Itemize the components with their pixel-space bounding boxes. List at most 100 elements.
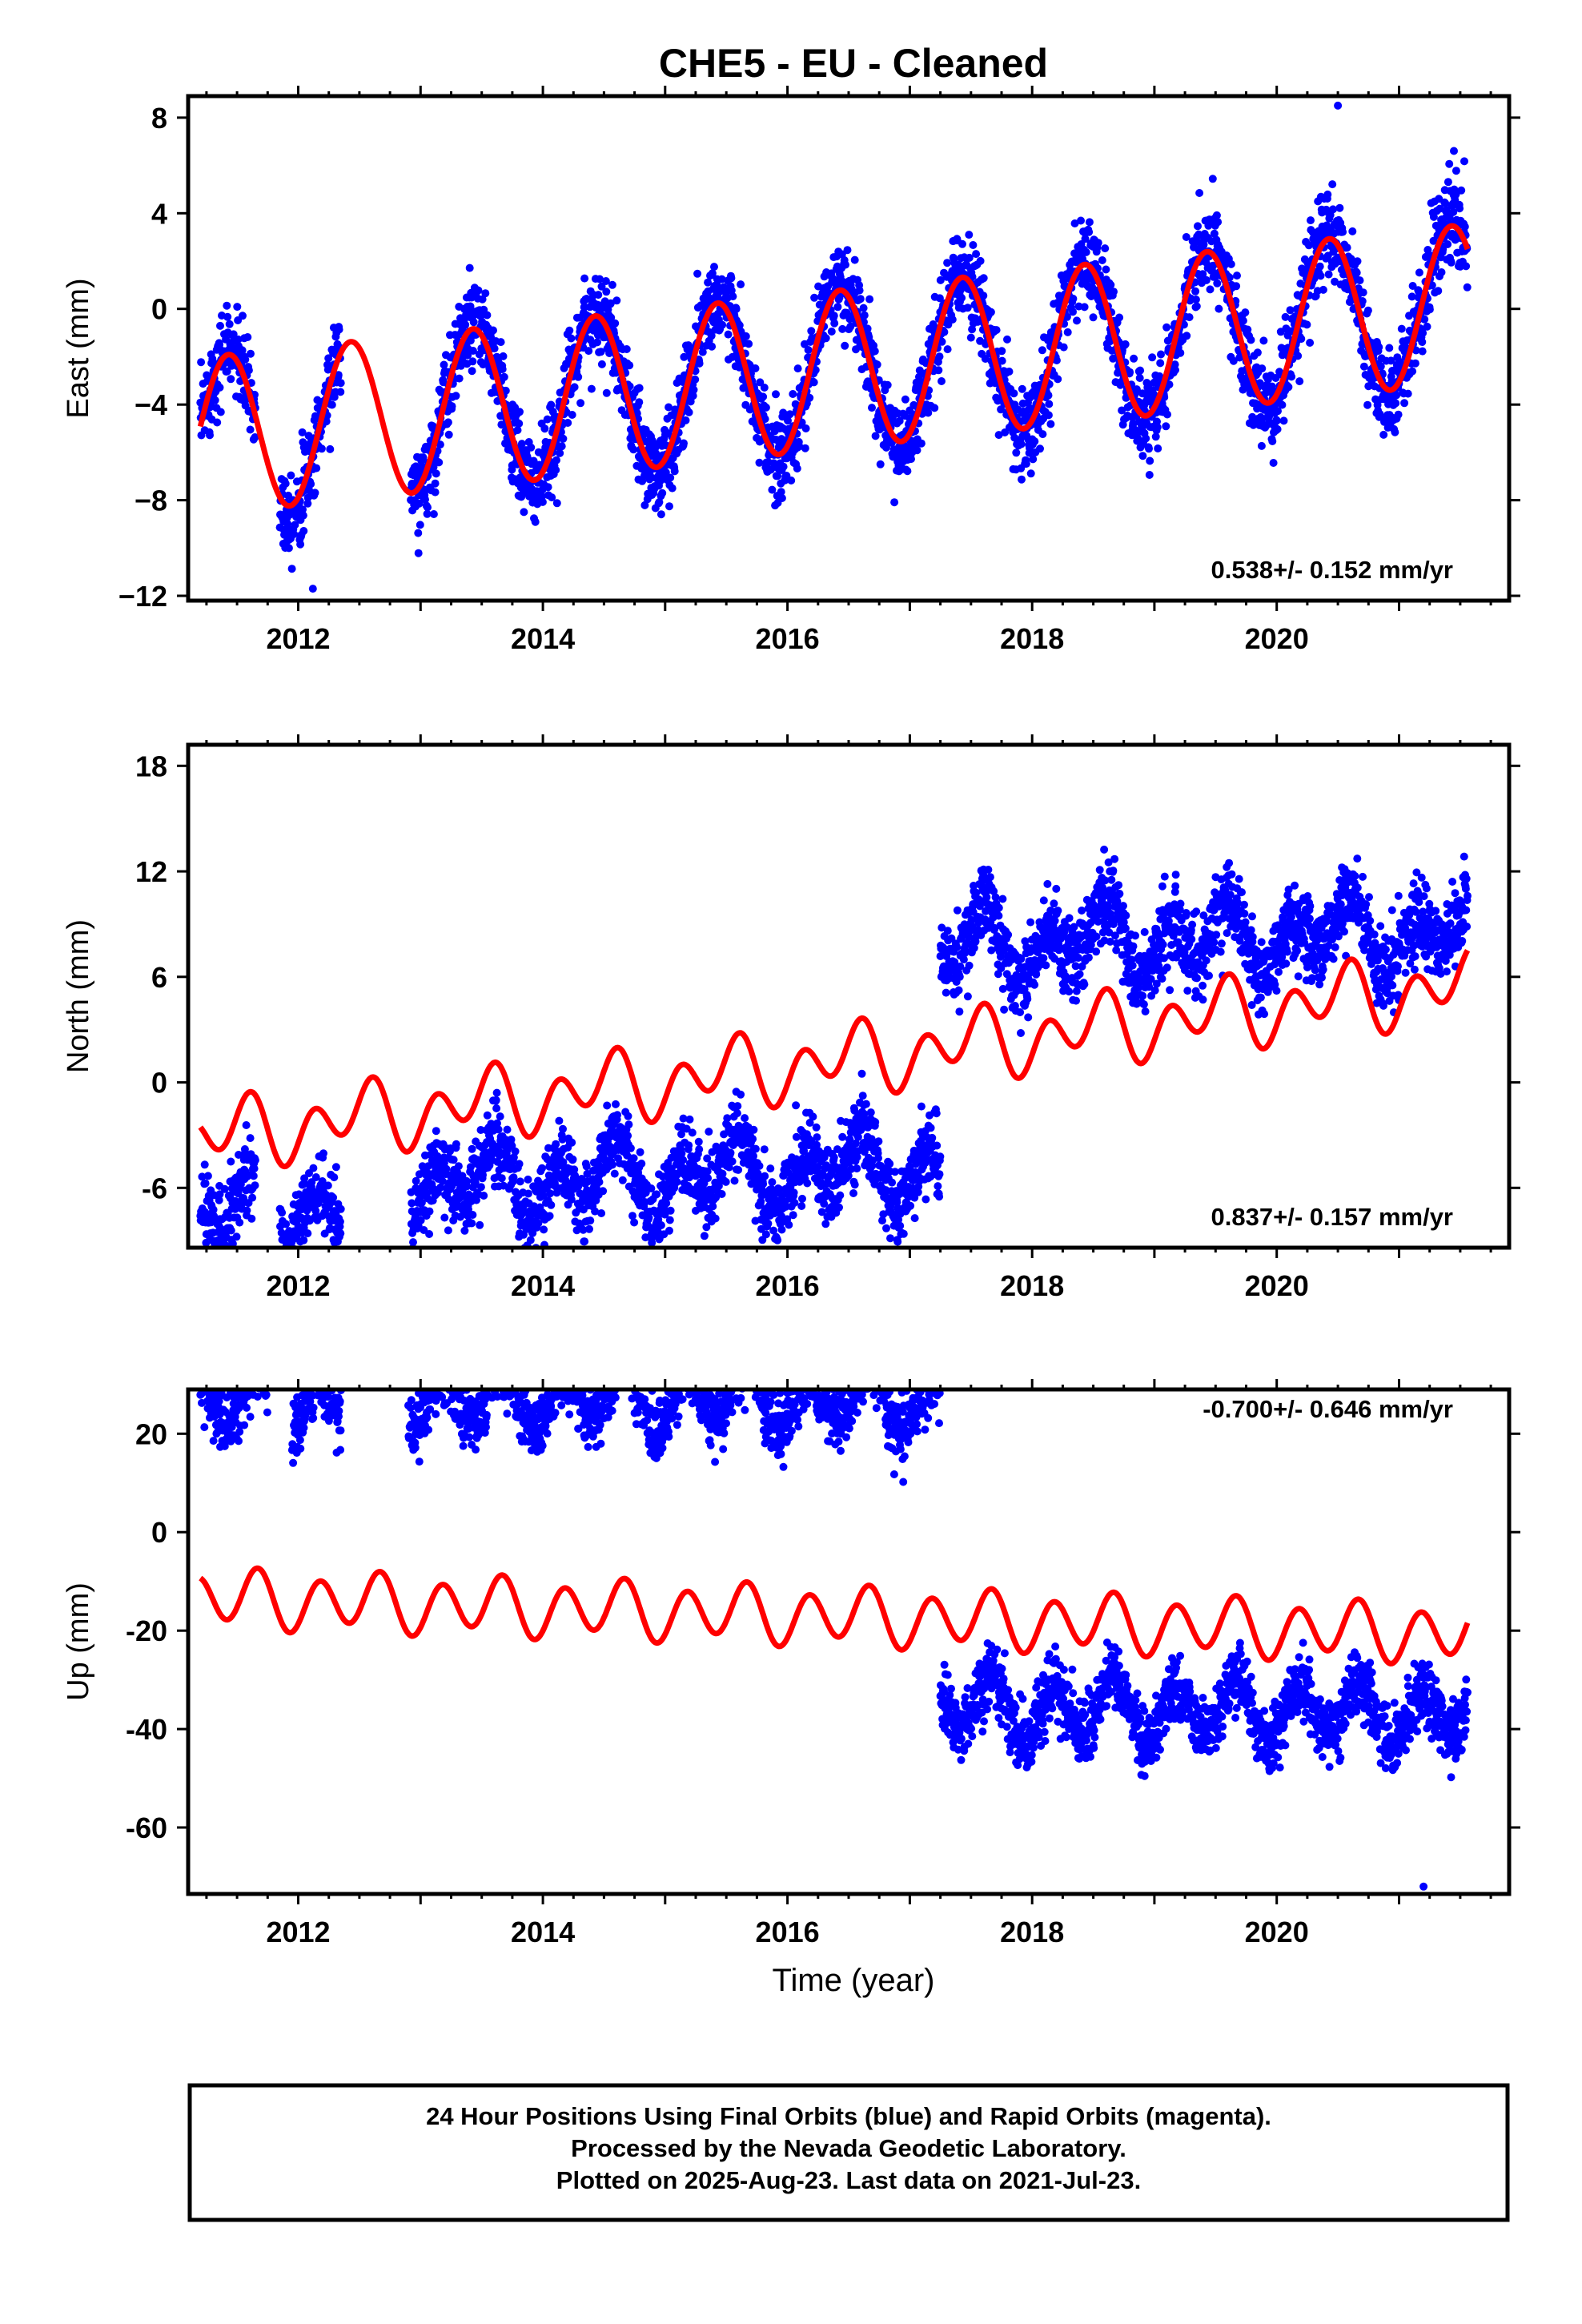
east-data-point (239, 312, 247, 320)
east-data-point (1191, 287, 1200, 296)
east-data-point (1115, 313, 1124, 322)
east-data-point (979, 292, 988, 300)
east-data-point (287, 471, 295, 480)
east-data-point (1151, 432, 1160, 441)
north-data-point (203, 1172, 212, 1180)
east-data-point (821, 334, 830, 343)
north-data-point (336, 1229, 345, 1238)
east-data-point (527, 443, 536, 452)
north-data-point (250, 1164, 259, 1173)
east-data-point (455, 374, 464, 383)
east-data-point (1397, 324, 1406, 333)
east-data-point (1303, 320, 1311, 329)
east-data-point (552, 456, 560, 464)
east-data-point (850, 255, 859, 264)
north-data-point (213, 1266, 221, 1274)
east-data-point (1353, 257, 1362, 266)
east-data-point (478, 295, 487, 304)
east-data-point (1449, 207, 1458, 216)
east-data-point (1179, 320, 1188, 329)
east-data-point (312, 464, 321, 472)
north-data-point (524, 1175, 532, 1184)
east-data-point (693, 269, 702, 278)
east-data-point (414, 549, 423, 557)
east-data-point (1359, 288, 1367, 297)
north-data-point (526, 1236, 535, 1244)
east-data-point (1214, 218, 1223, 227)
east-data-point (1018, 475, 1026, 484)
east-data-point (576, 399, 585, 408)
east-data-point (760, 384, 769, 392)
east-data-point (691, 375, 700, 384)
east-data-point (1129, 419, 1138, 428)
east-data-point (431, 479, 440, 488)
east-data-point (842, 308, 851, 317)
east-data-point (1323, 190, 1332, 199)
east-data-point (1012, 448, 1021, 457)
east-data-point (882, 443, 890, 452)
east-data-point (1415, 287, 1423, 296)
north-data-point (249, 1172, 258, 1180)
east-data-point (1202, 275, 1211, 284)
north-data-point (568, 1155, 577, 1164)
east-data-point (833, 303, 842, 312)
north-data-point (711, 1214, 720, 1223)
north-data-point (242, 1121, 251, 1129)
east-data-point (890, 498, 899, 507)
north-data-point (700, 1232, 709, 1240)
east-data-point (936, 275, 945, 284)
east-data-point (981, 355, 990, 363)
chart-title: CHE5 - EU - Cleaned (659, 41, 1048, 86)
east-data-point (1352, 268, 1361, 277)
east-data-point (640, 501, 649, 509)
east-x-tick-label: 2014 (511, 622, 575, 655)
north-data-point (468, 1144, 476, 1153)
east-data-point (772, 390, 780, 399)
north-data-point (626, 1144, 635, 1152)
north-data-point (212, 1252, 220, 1260)
north-data-point (515, 1160, 524, 1168)
east-data-point (1146, 456, 1154, 465)
north-data-point (580, 1237, 589, 1246)
east-data-point (1443, 240, 1452, 248)
east-data-point (1423, 246, 1432, 254)
east-data-point (211, 396, 219, 404)
east-data-point (565, 326, 574, 335)
east-data-point (1434, 287, 1443, 296)
east-data-point (1038, 430, 1047, 439)
east-data-point (1044, 391, 1053, 400)
north-data-point (628, 1212, 636, 1220)
east-data-point (416, 521, 424, 529)
east-data-point (1287, 372, 1296, 381)
east-data-point (1195, 230, 1203, 239)
north-data-point (468, 1219, 476, 1228)
east-data-point (938, 377, 946, 385)
east-data-point (584, 347, 593, 356)
east-data-point (1415, 268, 1423, 277)
east-data-point (1044, 411, 1053, 420)
east-data-point (1460, 157, 1468, 166)
east-data-point (1069, 295, 1078, 303)
north-data-point (749, 1135, 757, 1144)
east-data-point (789, 390, 797, 398)
east-data-point (564, 419, 572, 427)
north-data-point (239, 1194, 248, 1203)
east-data-point (556, 448, 564, 457)
east-data-point (444, 430, 453, 439)
north-data-point (547, 1200, 556, 1209)
east-data-point (846, 322, 855, 331)
east-data-point (415, 499, 424, 508)
east-data-point (805, 393, 814, 402)
east-data-point (1315, 262, 1324, 271)
north-data-point (555, 1116, 564, 1125)
east-data-point (429, 510, 438, 518)
east-data-point (718, 320, 727, 329)
east-data-point (307, 480, 315, 489)
east-data-point (1297, 335, 1306, 344)
east-data-point (1210, 229, 1219, 238)
east-data-point (1038, 346, 1046, 355)
east-data-point (490, 344, 499, 353)
east-data-point (465, 263, 474, 272)
east-data-point (1081, 235, 1090, 243)
